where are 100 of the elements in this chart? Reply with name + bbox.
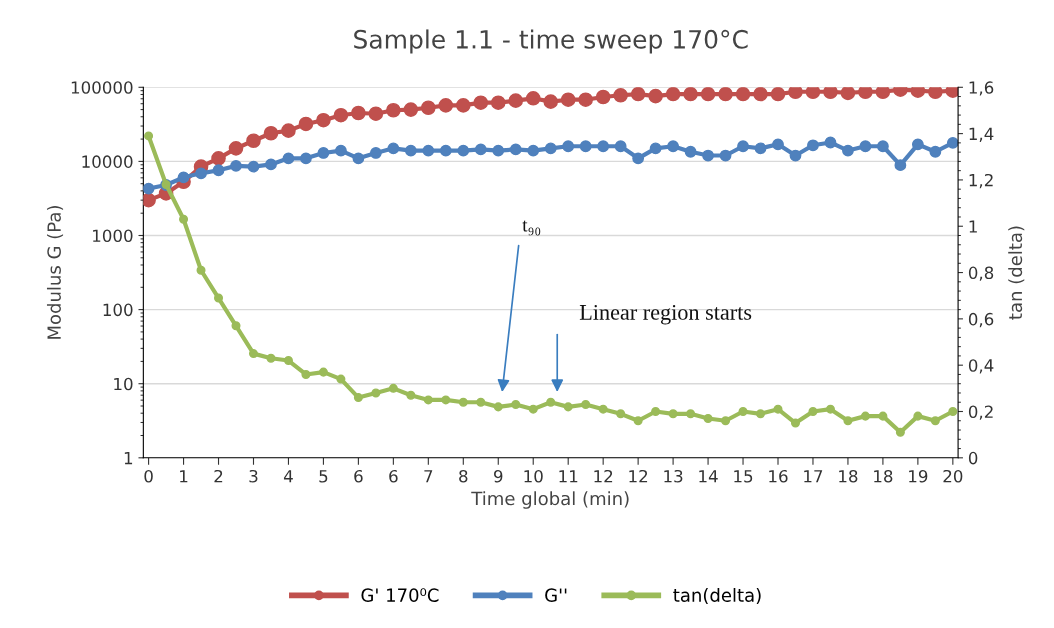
point [807,139,819,152]
x-tick-label: 18 [839,469,858,483]
point [421,100,436,116]
point [368,106,384,122]
point [946,136,959,149]
x-tick-label: 15 [734,470,753,483]
y-tick-label: 1000 [93,229,133,243]
point [438,98,454,113]
y2-tick-label: 1,6 [969,81,994,96]
point [579,140,592,153]
point [719,149,732,162]
point [945,87,959,98]
point [858,87,873,100]
point [877,140,889,153]
point [369,147,382,159]
x-tick-label: 8 [459,469,468,483]
point [422,144,435,157]
point [230,159,242,172]
x-tick-label: 12 [629,469,648,483]
point [247,160,260,173]
point [614,140,627,153]
point [177,171,190,184]
point [632,152,645,165]
point [281,123,296,138]
point [544,142,557,155]
point [403,102,419,117]
x-tick-label: 12 [594,469,613,483]
point [737,140,749,153]
point [648,88,663,104]
x-tick-label: 17 [804,470,823,483]
x-tick-label: 9 [494,469,503,483]
point [823,87,838,100]
point [335,144,347,157]
point [300,152,312,165]
point [894,159,907,172]
point [386,102,401,118]
point [613,87,628,103]
point [753,87,768,102]
point [352,152,365,165]
point [212,164,225,177]
point [700,87,716,102]
point [560,92,576,107]
point [597,140,610,153]
x-tick-label: 13 [664,469,683,483]
point [754,142,767,155]
point [246,133,261,149]
point [630,87,646,102]
point [492,144,505,157]
point [387,142,400,155]
annotation: Linear region starts [579,304,752,325]
point [770,87,786,102]
point [842,144,854,157]
legend-label: tan(delta) [673,588,761,605]
point [665,87,681,102]
point [805,87,821,100]
point [702,149,714,162]
point [474,143,487,156]
y-tick-label: 1 [124,451,133,465]
point [578,92,593,107]
point [840,87,856,101]
point [282,152,295,165]
point [911,138,924,151]
y2-tick-label: 1 [969,220,977,233]
point [228,141,244,156]
y-tick-label: 10 [114,377,133,391]
point [457,144,470,157]
y2-tick-label: 0,4 [968,359,994,374]
point [525,91,541,106]
y-tick-label: 100 [103,303,133,317]
chart-title: Sample 1.1 - time sweep 170°C [354,29,748,54]
legend-label: G' 170⁰C [361,588,439,602]
point [333,107,349,123]
x-tick-label: 20 [943,469,963,483]
point [667,140,680,153]
point [265,158,277,171]
y2-tick-label: 0 [968,451,978,465]
annotation: t₉₀ [522,220,541,236]
y-tick-label: 10000 [82,155,133,168]
x-tick-label: 2 [214,469,223,483]
point [143,182,155,195]
x-tick-label: 5 [319,470,328,483]
point [298,116,314,132]
point [473,95,489,110]
point [195,167,207,180]
point [490,95,506,110]
x-tick-label: 14 [699,470,718,483]
x-tick-label: 1 [180,470,188,483]
point [788,87,803,100]
x-tick-label: 3 [249,469,258,483]
point [859,140,872,153]
point [718,87,733,102]
point [735,87,751,102]
point [263,125,279,141]
point [456,98,471,113]
y2-axis-title: tan (delta) [1008,226,1025,320]
x-tick-label: 6 [389,469,398,483]
point [509,143,522,156]
y2-tick-label: 0,2 [968,405,993,420]
point [683,87,698,102]
point [649,142,662,155]
